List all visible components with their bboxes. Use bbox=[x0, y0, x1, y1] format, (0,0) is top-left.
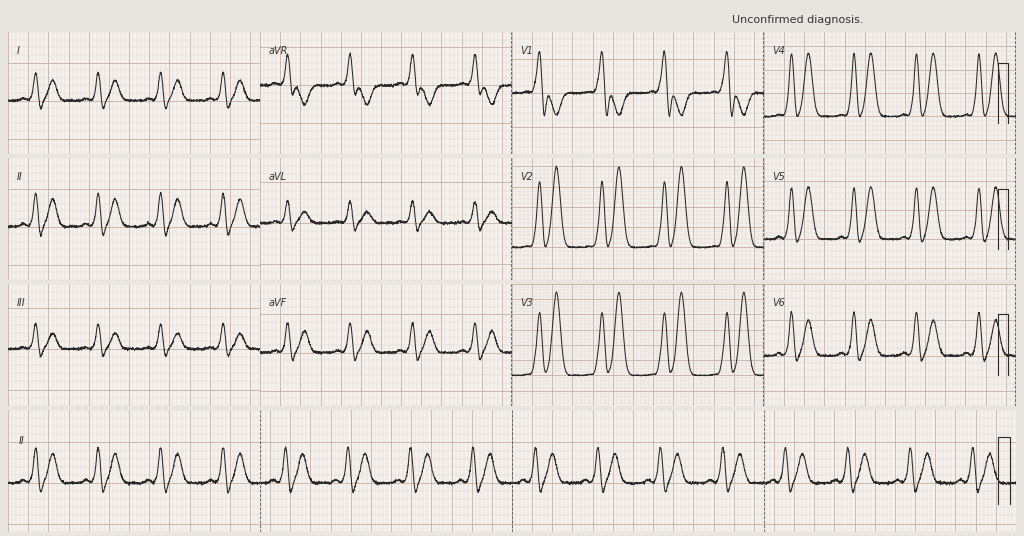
Text: aVR: aVR bbox=[268, 46, 288, 56]
Text: aVL: aVL bbox=[268, 172, 286, 182]
Text: Unconfirmed diagnosis.: Unconfirmed diagnosis. bbox=[732, 14, 863, 25]
Text: I: I bbox=[16, 46, 19, 56]
Text: II: II bbox=[16, 172, 22, 182]
Text: V1: V1 bbox=[520, 46, 532, 56]
Text: V3: V3 bbox=[520, 298, 532, 308]
Text: II: II bbox=[18, 436, 24, 446]
Text: V5: V5 bbox=[772, 172, 784, 182]
Text: III: III bbox=[16, 298, 25, 308]
Text: V2: V2 bbox=[520, 172, 532, 182]
Text: V6: V6 bbox=[772, 298, 784, 308]
Text: aVF: aVF bbox=[268, 298, 287, 308]
Text: V4: V4 bbox=[772, 46, 784, 56]
